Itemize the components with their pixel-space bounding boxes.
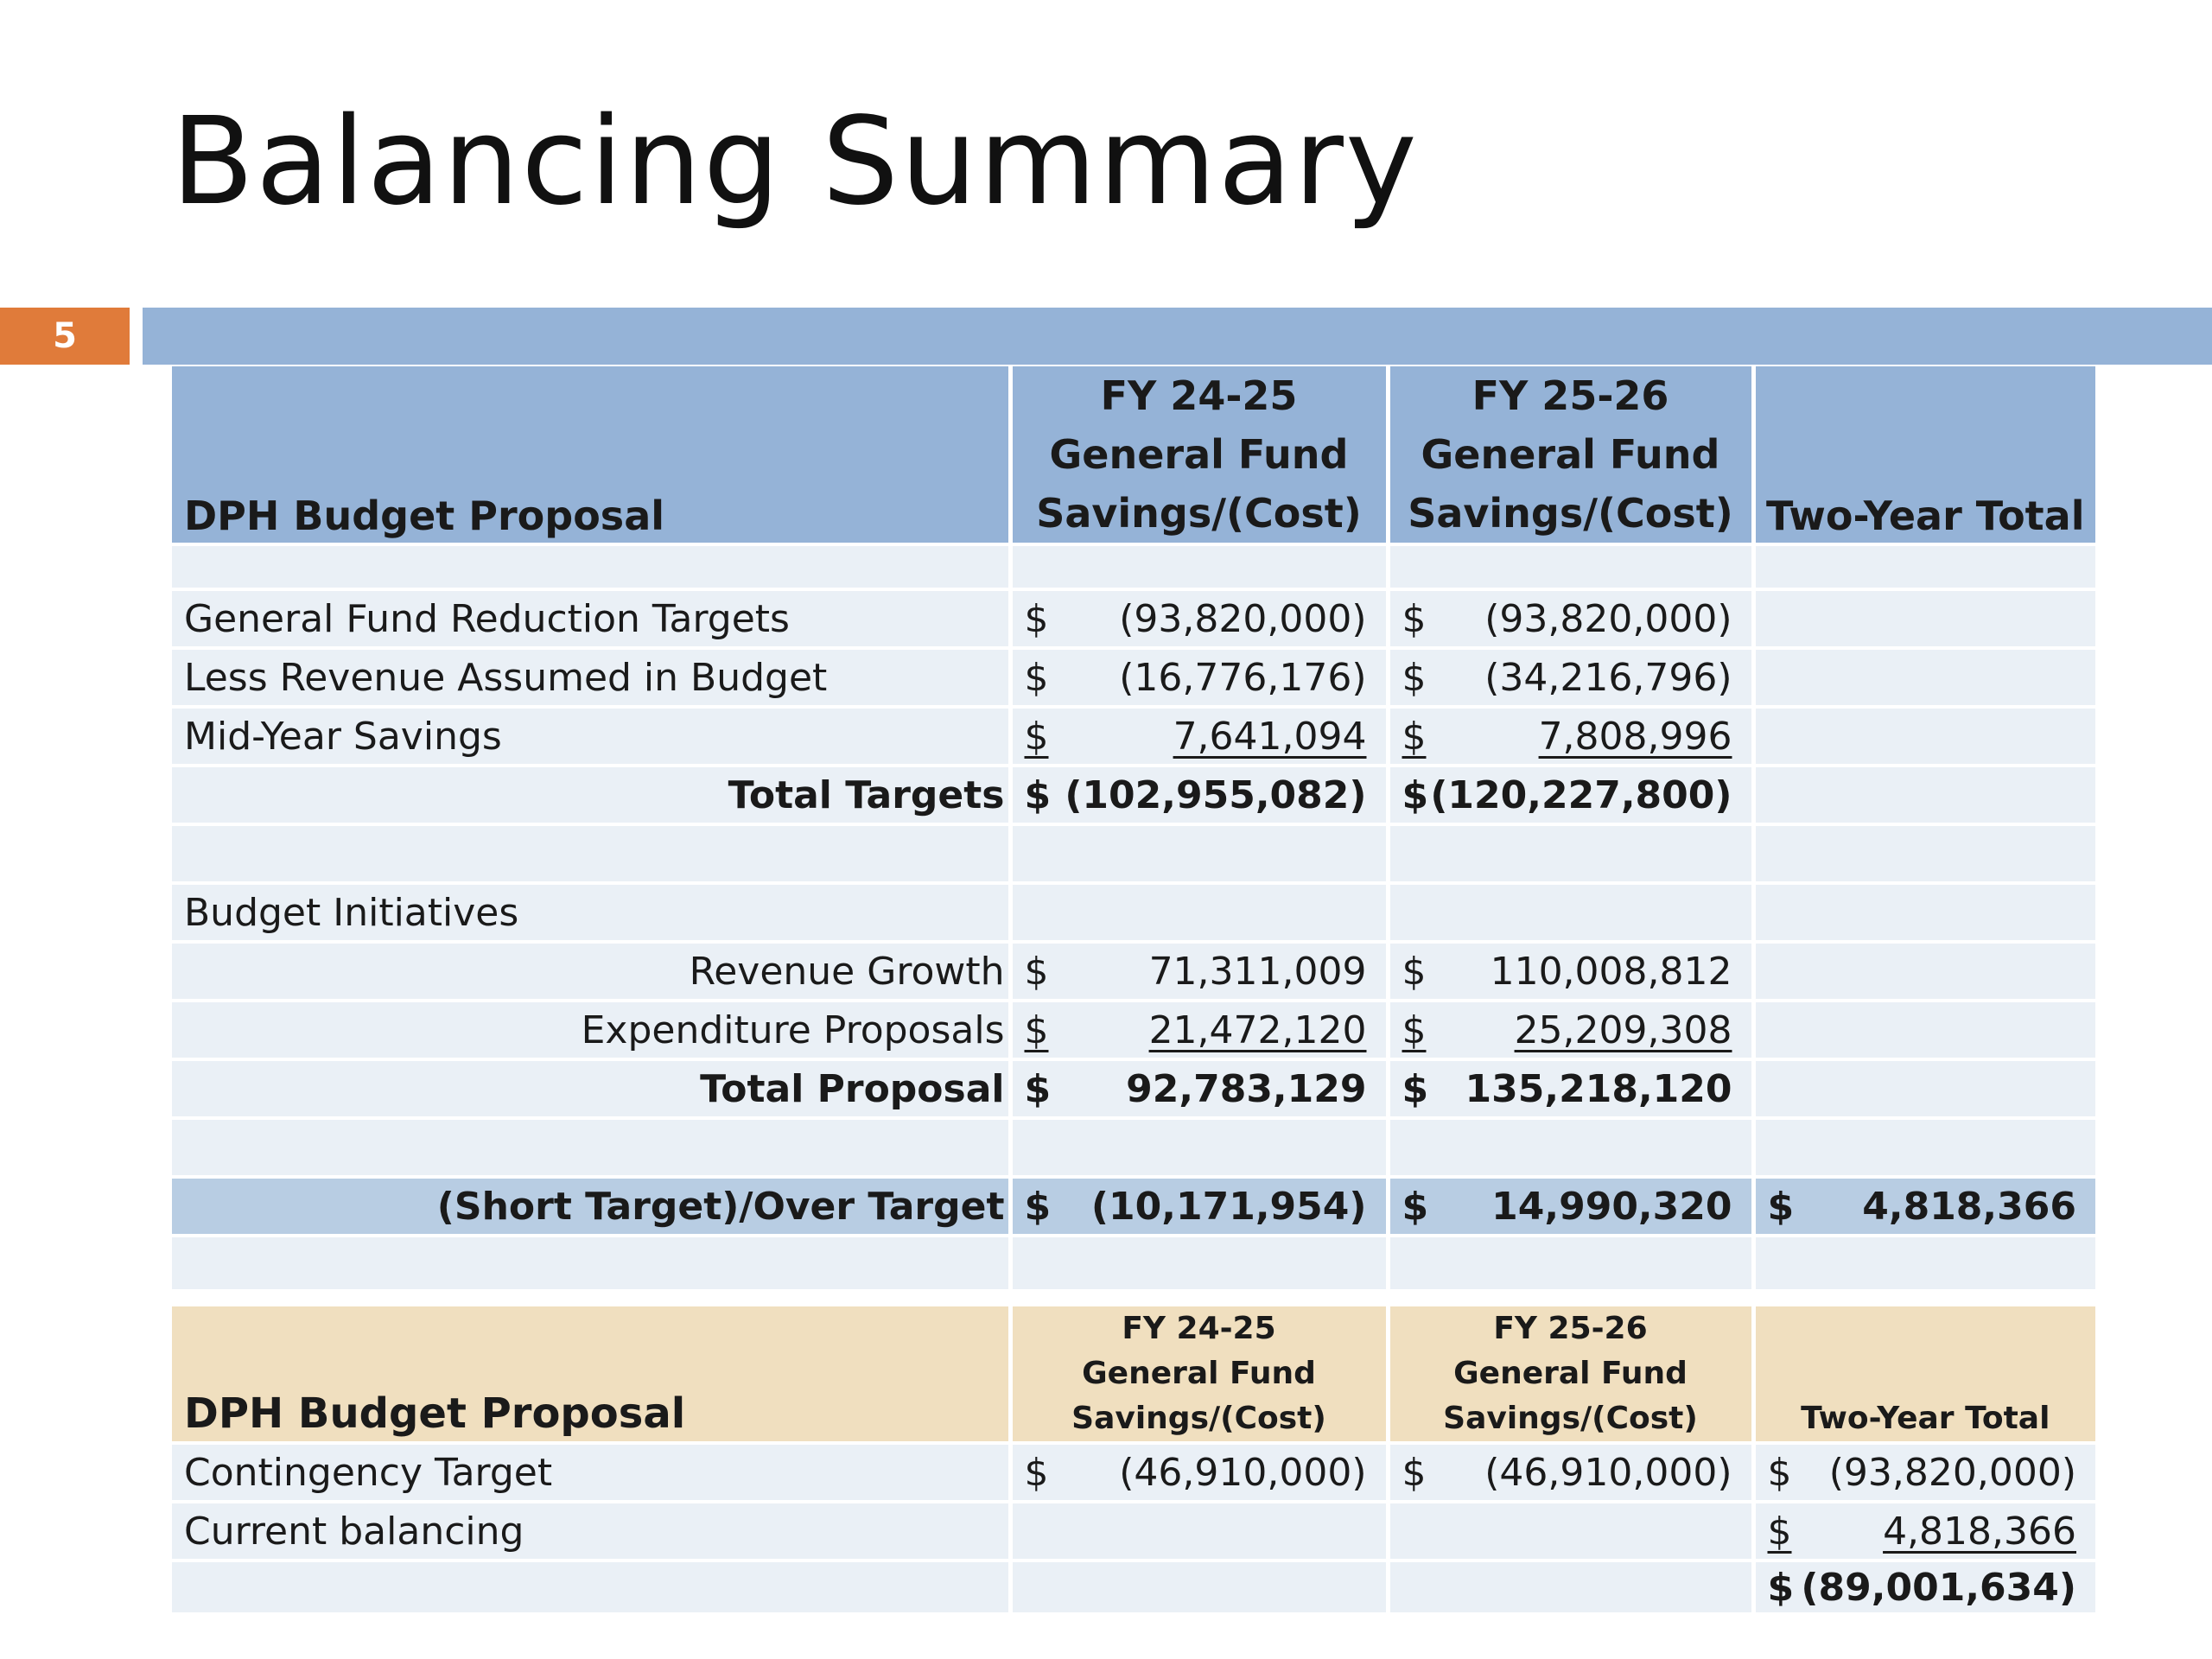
row-label: Contingency Target: [172, 1443, 1013, 1503]
two-year-amount: 4,818,366: [1862, 1184, 2076, 1229]
row-label: Total Targets: [172, 766, 1013, 826]
currency-sign: $: [1767, 1450, 1792, 1495]
table-row: Revenue Growth $71,311,009 $110,008,812: [172, 942, 2095, 1002]
table-header-row: DPH Budget Proposal FY 24-25 General Fun…: [172, 366, 2095, 546]
fy25-26-amount: 25,209,308: [1514, 1007, 1732, 1052]
header-fy25-26-line1: FY 25-26: [1471, 372, 1669, 419]
row-label: Mid-Year Savings: [172, 707, 1013, 767]
balancing-summary-table: DPH Budget Proposal FY 24-25 General Fun…: [172, 366, 2095, 1293]
table-header-row: DPH Budget Proposal FY 24-25 General Fun…: [172, 1306, 2095, 1445]
fy24-25-amount: 7,641,094: [1173, 714, 1367, 759]
spacer-row: [172, 544, 2095, 591]
table-row: Contingency Target $ (46,910,000) $ (46,91…: [172, 1443, 2095, 1503]
table-row: Current balancing $4,818,366: [172, 1502, 2095, 1562]
header-fy25-26-line3: Savings/(Cost): [1408, 490, 1733, 537]
slide-title: Balancing Summary: [171, 92, 1419, 232]
row-label: General Fund Reduction Targets: [172, 589, 1013, 650]
spacer-row: [172, 824, 2095, 885]
header-fy25-26: FY 25-26 General Fund Savings/(Cost): [1388, 366, 1756, 546]
fy25-26-amount: (120,227,800): [1430, 772, 1732, 817]
currency-sign: $: [1024, 655, 1049, 700]
header-fy24-25-line3: Savings/(Cost): [1036, 490, 1362, 537]
row-label: Expenditure Proposals: [172, 1001, 1013, 1061]
header-fy25-26-line2: General Fund: [1421, 431, 1720, 478]
table-row: General Fund Reduction Targets $ (93,820,…: [172, 589, 2095, 650]
table-row: Total Proposal $92,783,129 $135,218,120: [172, 1059, 2095, 1120]
fy25-26-amount: (34,216,796): [1484, 655, 1732, 700]
currency-sign: $: [1767, 1184, 1795, 1229]
short-over-target-row: (Short Target)/Over Target $ (10,171,954)…: [172, 1177, 2095, 1237]
header-fy24-25-line2: General Fund: [1049, 431, 1349, 478]
currency-sign: $: [1024, 596, 1049, 641]
header-fy24-25: FY 24-25 General Fund Savings/(Cost): [1010, 1306, 1390, 1445]
table-row: Total Targets $ (102,955,082) $ (120,227,8…: [172, 766, 2095, 826]
currency-sign: $: [1402, 596, 1427, 641]
fy24-25-amount: (102,955,082): [1065, 772, 1367, 817]
contingency-table: DPH Budget Proposal FY 24-25 General Fun…: [172, 1306, 2095, 1616]
fy24-25-amount: 92,783,129: [1126, 1066, 1367, 1111]
spacer-row: [172, 1118, 2095, 1179]
fy24-25-amount: (10,171,954): [1090, 1184, 1367, 1229]
currency-sign: $: [1402, 772, 1429, 817]
fy24-25-amount: (46,910,000): [1119, 1450, 1367, 1495]
fy25-26-amount: 14,990,320: [1491, 1184, 1732, 1229]
title-divider-band: [143, 308, 2212, 365]
fy24-25-amount: 71,311,009: [1148, 949, 1367, 994]
header-fy25-26-line3: Savings/(Cost): [1443, 1401, 1698, 1436]
header-caption: DPH Budget Proposal: [172, 1306, 1013, 1445]
currency-sign: $: [1402, 1007, 1427, 1052]
header-fy24-25: FY 24-25 General Fund Savings/(Cost): [1010, 366, 1390, 546]
currency-sign: $: [1402, 655, 1427, 700]
row-label: Total Proposal: [172, 1059, 1013, 1120]
fy25-26-amount: (46,910,000): [1484, 1450, 1732, 1495]
fy25-26-amount: 7,808,996: [1538, 714, 1732, 759]
header-fy25-26-line1: FY 25-26: [1493, 1311, 1648, 1346]
currency-sign: $: [1402, 1184, 1429, 1229]
fy24-25-amount: 21,472,120: [1148, 1007, 1367, 1052]
currency-sign: $: [1767, 1565, 1795, 1610]
currency-sign: $: [1402, 1066, 1429, 1111]
row-label: Revenue Growth: [172, 942, 1013, 1002]
currency-sign: $: [1024, 772, 1052, 817]
header-fy24-25-line3: Savings/(Cost): [1071, 1401, 1326, 1436]
currency-sign: $: [1024, 714, 1049, 759]
header-two-year-total: Two-Year Total: [1753, 366, 2095, 546]
fy25-26-amount: 135,218,120: [1465, 1066, 1732, 1111]
header-two-year-total: Two-Year Total: [1753, 1306, 2095, 1445]
currency-sign: $: [1402, 949, 1427, 994]
two-year-amount: (93,820,000): [1828, 1450, 2076, 1495]
fy24-25-amount: (93,820,000): [1119, 596, 1367, 641]
header-fy24-25-line1: FY 24-25: [1100, 372, 1298, 419]
table-row: $ (89,001,634): [172, 1560, 2095, 1616]
fy24-25-amount: (16,776,176): [1119, 655, 1367, 700]
row-label: Current balancing: [172, 1502, 1013, 1562]
two-year-amount: (89,001,634): [1801, 1565, 2076, 1610]
header-caption: DPH Budget Proposal: [172, 366, 1013, 546]
fy25-26-amount: (93,820,000): [1484, 596, 1732, 641]
currency-sign: $: [1024, 1450, 1049, 1495]
currency-sign: $: [1402, 714, 1427, 759]
currency-sign: $: [1024, 1066, 1052, 1111]
row-label: (Short Target)/Over Target: [172, 1177, 1013, 1237]
currency-sign: $: [1024, 1007, 1049, 1052]
row-label: Less Revenue Assumed in Budget: [172, 648, 1013, 709]
fy25-26-amount: 110,008,812: [1490, 949, 1732, 994]
two-year-amount: 4,818,366: [1883, 1509, 2076, 1554]
table-row: Less Revenue Assumed in Budget $ (16,776,…: [172, 648, 2095, 709]
header-fy25-26-line2: General Fund: [1453, 1356, 1688, 1391]
spacer-row: [172, 1236, 2095, 1293]
table-row: Expenditure Proposals $21,472,120 $25,20…: [172, 1001, 2095, 1061]
currency-sign: $: [1024, 949, 1049, 994]
table-row: Mid-Year Savings $7,641,094 $7,808,996: [172, 707, 2095, 767]
section-label: Budget Initiatives: [172, 883, 1013, 944]
header-fy25-26: FY 25-26 General Fund Savings/(Cost): [1388, 1306, 1756, 1445]
table-row: Budget Initiatives: [172, 883, 2095, 944]
currency-sign: $: [1024, 1184, 1052, 1229]
currency-sign: $: [1767, 1509, 1792, 1554]
header-fy24-25-line1: FY 24-25: [1122, 1311, 1276, 1346]
currency-sign: $: [1402, 1450, 1427, 1495]
slide-number-badge: 5: [0, 308, 130, 365]
header-fy24-25-line2: General Fund: [1082, 1356, 1316, 1391]
